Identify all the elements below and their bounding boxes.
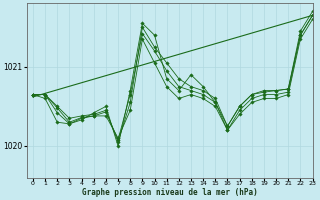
X-axis label: Graphe pression niveau de la mer (hPa): Graphe pression niveau de la mer (hPa) xyxy=(82,188,258,197)
